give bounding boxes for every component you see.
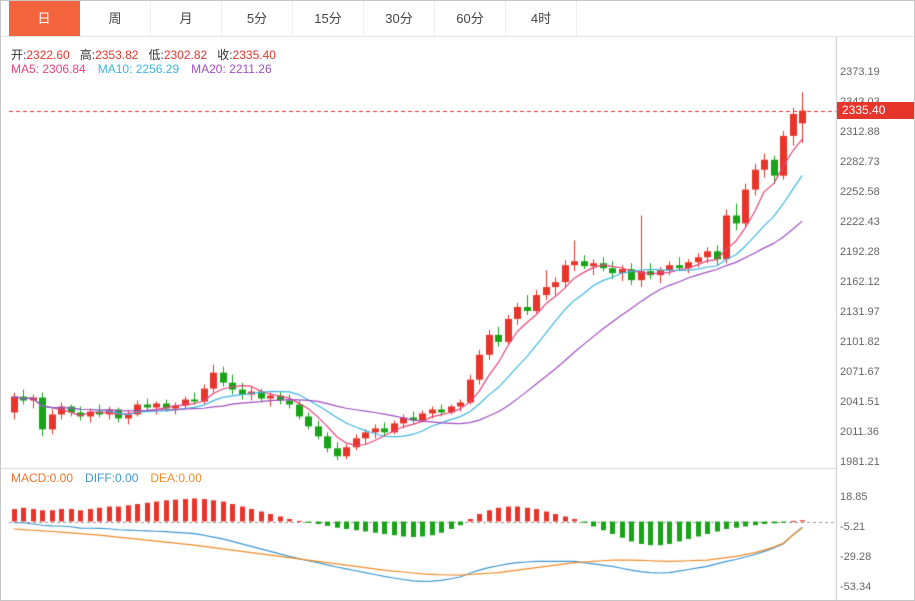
- price-axis-tick: 2041.51: [840, 396, 880, 408]
- macd-axis-tick: 18.85: [840, 491, 868, 503]
- tab-month[interactable]: 月: [151, 1, 222, 36]
- price-axis-tick: 2101.82: [840, 336, 880, 348]
- low-label: 低:: [148, 48, 164, 62]
- price-axis-tick: 2373.19: [840, 66, 880, 78]
- close-value: 2335.40: [232, 48, 276, 62]
- last-price-tag: 2335.40: [837, 102, 914, 120]
- dea-value: DEA:0.00: [150, 471, 202, 485]
- price-axis-tick: 1981.21: [840, 456, 880, 468]
- open-label: 开:: [11, 48, 27, 62]
- close-label: 收:: [217, 48, 233, 62]
- tab-30min[interactable]: 30分: [364, 1, 435, 36]
- tab-day[interactable]: 日: [9, 1, 80, 36]
- macd-axis-tick: -53.34: [840, 581, 872, 593]
- high-value: 2353.82: [95, 48, 139, 62]
- chart-canvas[interactable]: [1, 37, 914, 600]
- tab-4hour[interactable]: 4时: [506, 1, 577, 36]
- ma20-value: MA20: 2211.26: [191, 62, 272, 76]
- tab-week[interactable]: 周: [80, 1, 151, 36]
- price-axis-tick: 2071.67: [840, 366, 880, 378]
- price-axis-tick: 2192.28: [840, 246, 880, 258]
- ma-legend: MA5: 2306.84 MA10: 2256.29 MA20: 2211.26: [11, 62, 272, 76]
- price-axis-tick: 2312.88: [840, 126, 880, 138]
- ma5-value: MA5: 2306.84: [11, 62, 86, 76]
- price-axis-tick: 2131.97: [840, 306, 880, 318]
- ma10-value: MA10: 2256.29: [97, 62, 180, 76]
- macd-legend: MACD:0.00 DIFF:0.00 DEA:0.00: [11, 471, 202, 485]
- price-axis-tick: 2252.58: [840, 186, 880, 198]
- tab-5min[interactable]: 5分: [222, 1, 293, 36]
- timeframe-tabs: 日 周 月 5分 15分 30分 60分 4时: [1, 1, 914, 37]
- price-axis-tick: 2222.43: [840, 216, 880, 228]
- price-axis-tick: 2162.12: [840, 276, 880, 288]
- tab-15min[interactable]: 15分: [293, 1, 364, 36]
- low-value: 2302.82: [163, 48, 208, 62]
- ohlc-legend: 开:2322.60 高:2353.82 低:2302.82 收:2335.40: [11, 46, 286, 63]
- high-label: 高:: [79, 48, 96, 62]
- diff-value: DIFF:0.00: [85, 471, 139, 485]
- price-axis-tick: 2011.36: [840, 426, 879, 438]
- price-axis-tick: 2282.73: [840, 156, 880, 168]
- open-value: 2322.60: [26, 48, 70, 62]
- tab-60min[interactable]: 60分: [435, 1, 506, 36]
- macd-axis-tick: -29.28: [840, 551, 872, 563]
- macd-axis-tick: -5.21: [840, 521, 866, 533]
- macd-value: MACD:0.00: [11, 471, 74, 485]
